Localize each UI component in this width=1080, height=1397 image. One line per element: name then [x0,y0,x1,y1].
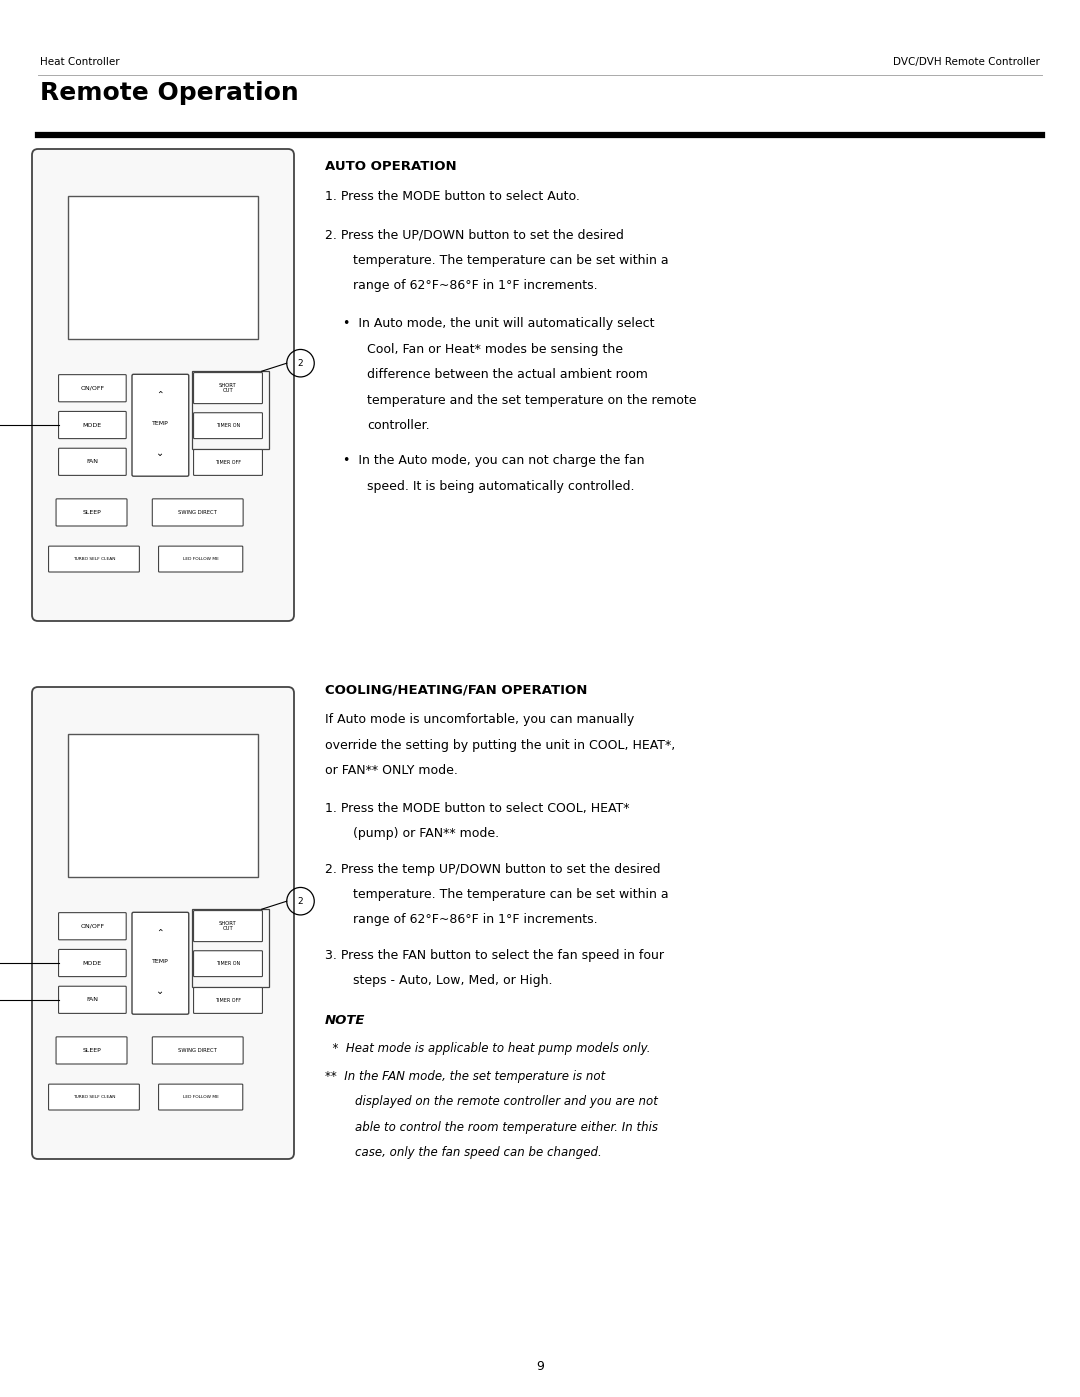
FancyBboxPatch shape [193,988,262,1013]
FancyBboxPatch shape [193,911,262,942]
FancyBboxPatch shape [193,951,262,977]
FancyBboxPatch shape [152,1037,243,1065]
Text: TURBO SELF CLEAN: TURBO SELF CLEAN [72,1095,116,1099]
Text: temperature. The temperature can be set within a: temperature. The temperature can be set … [353,888,669,901]
Text: ON/OFF: ON/OFF [80,923,105,929]
Text: ⌃: ⌃ [157,391,164,400]
Text: SWING DIRECT: SWING DIRECT [178,510,217,515]
Text: TIMER OFF: TIMER OFF [215,460,241,465]
Text: displayed on the remote controller and you are not: displayed on the remote controller and y… [355,1095,658,1108]
FancyBboxPatch shape [49,546,139,571]
FancyBboxPatch shape [193,450,262,475]
FancyBboxPatch shape [58,374,126,402]
Text: If Auto mode is uncomfortable, you can manually: If Auto mode is uncomfortable, you can m… [325,712,634,726]
Text: difference between the actual ambient room: difference between the actual ambient ro… [367,367,648,381]
Text: SLEEP: SLEEP [82,510,100,515]
Text: range of 62°F~86°F in 1°F increments.: range of 62°F~86°F in 1°F increments. [353,279,597,292]
Text: 1. Press the MODE button to select COOL, HEAT*: 1. Press the MODE button to select COOL,… [325,802,630,814]
Text: controller.: controller. [367,419,430,432]
FancyBboxPatch shape [132,374,189,476]
Text: override the setting by putting the unit in COOL, HEAT*,: override the setting by putting the unit… [325,739,675,752]
Text: FAN: FAN [86,460,98,464]
Text: MODE: MODE [83,961,102,965]
Text: ⌄: ⌄ [157,448,164,458]
Text: LED FOLLOW ME: LED FOLLOW ME [183,1095,218,1099]
Text: 9: 9 [536,1361,544,1373]
FancyBboxPatch shape [58,950,126,977]
FancyBboxPatch shape [159,1084,243,1111]
FancyBboxPatch shape [58,448,126,475]
Text: temperature and the set temperature on the remote: temperature and the set temperature on t… [367,394,697,407]
Text: 1. Press the MODE button to select Auto.: 1. Press the MODE button to select Auto. [325,190,580,203]
Text: *  Heat mode is applicable to heat pump models only.: * Heat mode is applicable to heat pump m… [325,1042,650,1055]
Text: or FAN** ONLY mode.: or FAN** ONLY mode. [325,764,458,777]
Text: **  In the FAN mode, the set temperature is not: ** In the FAN mode, the set temperature … [325,1070,605,1083]
Text: 2: 2 [298,359,303,367]
Text: steps - Auto, Low, Med, or High.: steps - Auto, Low, Med, or High. [353,974,553,988]
Text: case, only the fan speed can be changed.: case, only the fan speed can be changed. [355,1147,602,1160]
FancyBboxPatch shape [192,372,269,450]
Text: range of 62°F~86°F in 1°F increments.: range of 62°F~86°F in 1°F increments. [353,914,597,926]
FancyBboxPatch shape [58,986,126,1013]
Text: ⌃: ⌃ [157,929,164,937]
Text: FAN: FAN [86,997,98,1002]
Text: ⌄: ⌄ [157,986,164,996]
FancyBboxPatch shape [32,687,294,1160]
Text: SWING DIRECT: SWING DIRECT [178,1048,217,1053]
Text: (pump) or FAN** mode.: (pump) or FAN** mode. [353,827,499,841]
FancyBboxPatch shape [159,546,243,571]
FancyBboxPatch shape [193,412,262,439]
Text: 3. Press the FAN button to select the fan speed in four: 3. Press the FAN button to select the fa… [325,949,664,961]
FancyBboxPatch shape [49,1084,139,1111]
FancyBboxPatch shape [58,412,126,439]
Text: LED FOLLOW ME: LED FOLLOW ME [183,557,218,562]
Text: AUTO OPERATION: AUTO OPERATION [325,161,457,173]
Text: ON/OFF: ON/OFF [80,386,105,391]
Text: SHORT
CUT: SHORT CUT [219,921,237,932]
Text: speed. It is being automatically controlled.: speed. It is being automatically control… [367,479,635,493]
Text: DVC/DVH Remote Controller: DVC/DVH Remote Controller [893,57,1040,67]
Text: TIMER ON: TIMER ON [216,961,240,967]
FancyBboxPatch shape [32,149,294,622]
Text: COOLING/HEATING/FAN OPERATION: COOLING/HEATING/FAN OPERATION [325,683,588,696]
FancyBboxPatch shape [58,912,126,940]
Text: 2: 2 [298,897,303,905]
Text: NOTE: NOTE [325,1014,365,1027]
FancyBboxPatch shape [56,1037,127,1065]
Text: •  In the Auto mode, you can not charge the fan: • In the Auto mode, you can not charge t… [343,454,645,467]
Text: •  In Auto mode, the unit will automatically select: • In Auto mode, the unit will automatica… [343,317,654,330]
Text: TEMP: TEMP [152,420,168,426]
Text: Heat Controller: Heat Controller [40,57,120,67]
Text: able to control the room temperature either. In this: able to control the room temperature eit… [355,1120,658,1134]
FancyBboxPatch shape [56,499,127,527]
FancyBboxPatch shape [152,499,243,527]
Text: 2. Press the UP/DOWN button to set the desired: 2. Press the UP/DOWN button to set the d… [325,228,624,242]
Text: Cool, Fan or Heat* modes be sensing the: Cool, Fan or Heat* modes be sensing the [367,342,623,355]
Text: TIMER ON: TIMER ON [216,423,240,427]
FancyBboxPatch shape [68,735,258,877]
Text: SLEEP: SLEEP [82,1048,100,1053]
Text: 2. Press the temp UP/DOWN button to set the desired: 2. Press the temp UP/DOWN button to set … [325,862,661,876]
Text: temperature. The temperature can be set within a: temperature. The temperature can be set … [353,253,669,267]
Text: TURBO SELF CLEAN: TURBO SELF CLEAN [72,557,116,562]
FancyBboxPatch shape [193,373,262,404]
Text: SHORT
CUT: SHORT CUT [219,383,237,394]
FancyBboxPatch shape [132,912,189,1014]
FancyBboxPatch shape [192,909,269,988]
Text: TEMP: TEMP [152,958,168,964]
Text: TIMER OFF: TIMER OFF [215,997,241,1003]
Text: MODE: MODE [83,422,102,427]
FancyBboxPatch shape [68,197,258,339]
Text: Remote Operation: Remote Operation [40,81,299,105]
